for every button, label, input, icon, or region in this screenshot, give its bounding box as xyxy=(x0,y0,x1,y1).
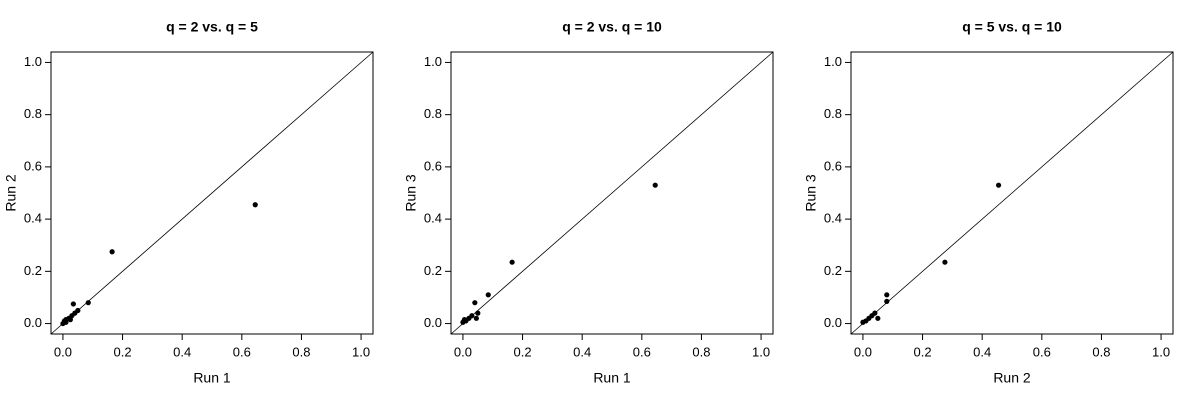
y-tick-label: 0.8 xyxy=(424,106,442,121)
y-tick-label: 0.6 xyxy=(24,158,42,173)
chart-title: q = 2 vs. q = 5 xyxy=(166,19,258,35)
y-tick-label: 0.0 xyxy=(824,315,842,330)
x-tick-label: 0.8 xyxy=(292,344,310,359)
x-tick-label: 1.0 xyxy=(752,344,770,359)
y-tick-label: 0.0 xyxy=(24,315,42,330)
x-tick-label: 0.0 xyxy=(454,344,472,359)
x-tick-label: 0.6 xyxy=(633,344,651,359)
x-tick-label: 0.8 xyxy=(1092,344,1110,359)
x-tick-label: 0.6 xyxy=(1033,344,1051,359)
y-tick-label: 0.2 xyxy=(824,263,842,278)
x-tick-label: 0.2 xyxy=(514,344,532,359)
point xyxy=(875,315,881,321)
diagonal-line xyxy=(450,51,774,335)
y-tick-label: 0.6 xyxy=(424,158,442,173)
point xyxy=(509,259,515,265)
diagonal-line xyxy=(850,51,1174,335)
x-tick-label: 0.0 xyxy=(54,344,72,359)
x-tick-label: 1.0 xyxy=(1152,344,1170,359)
y-axis-label: Run 3 xyxy=(403,174,419,212)
x-tick-label: 0.4 xyxy=(973,344,991,359)
x-axis-label: Run 1 xyxy=(193,370,231,386)
y-tick-label: 0.2 xyxy=(424,263,442,278)
x-tick-label: 0.4 xyxy=(173,344,191,359)
chart-title: q = 2 vs. q = 10 xyxy=(562,19,662,35)
point xyxy=(109,249,115,255)
x-tick-label: 0.8 xyxy=(692,344,710,359)
point xyxy=(70,301,76,307)
x-tick-label: 0.0 xyxy=(854,344,872,359)
diagonal-line xyxy=(50,51,374,335)
x-tick-label: 0.2 xyxy=(914,344,932,359)
point xyxy=(461,317,468,323)
y-tick-label: 0.4 xyxy=(824,211,842,226)
point xyxy=(485,292,491,298)
point xyxy=(472,300,478,306)
y-axis-label: Run 3 xyxy=(803,174,819,212)
point xyxy=(67,317,73,323)
point xyxy=(652,182,658,188)
y-tick-label: 1.0 xyxy=(24,54,42,69)
y-tick-label: 0.8 xyxy=(24,106,42,121)
x-tick-label: 0.4 xyxy=(573,344,591,359)
point xyxy=(860,319,866,325)
plot-frame xyxy=(450,51,774,335)
y-tick-label: 1.0 xyxy=(424,54,442,69)
x-tick-label: 0.2 xyxy=(114,344,132,359)
point xyxy=(995,182,1002,188)
plot-frame xyxy=(850,51,1174,335)
plot-frame xyxy=(50,51,374,335)
point xyxy=(942,259,948,265)
y-axis-label: Run 2 xyxy=(3,174,19,212)
point xyxy=(884,298,890,304)
x-axis-label: Run 1 xyxy=(593,370,631,386)
point xyxy=(252,202,258,208)
point xyxy=(63,319,69,325)
y-tick-label: 0.4 xyxy=(424,211,442,226)
y-tick-label: 0.4 xyxy=(24,211,42,226)
y-tick-label: 0.8 xyxy=(824,106,842,121)
point xyxy=(85,300,91,306)
x-tick-label: 0.6 xyxy=(233,344,251,359)
x-axis-label: Run 2 xyxy=(993,370,1031,386)
y-tick-label: 1.0 xyxy=(824,54,842,69)
point xyxy=(475,310,481,316)
point xyxy=(884,292,890,298)
point xyxy=(473,315,479,321)
y-tick-label: 0.0 xyxy=(424,315,442,330)
y-tick-label: 0.6 xyxy=(824,158,842,173)
y-tick-label: 0.2 xyxy=(24,263,42,278)
chart-title: q = 5 vs. q = 10 xyxy=(962,19,1062,35)
x-tick-label: 1.0 xyxy=(352,344,370,359)
